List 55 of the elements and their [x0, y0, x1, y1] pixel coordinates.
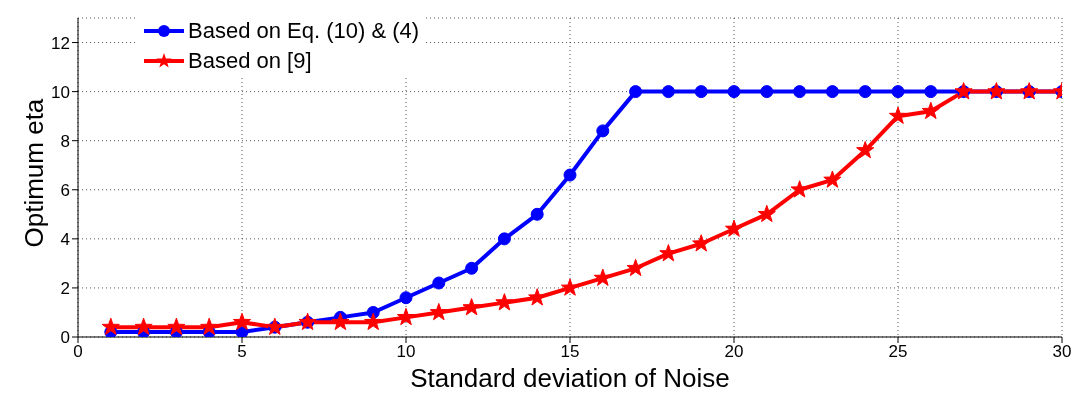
point — [432, 276, 446, 290]
point — [825, 85, 839, 99]
x-tick-label: 10 — [396, 342, 416, 362]
point — [530, 207, 544, 221]
point — [101, 317, 120, 335]
point — [760, 85, 774, 99]
point — [724, 219, 744, 237]
point — [692, 234, 711, 252]
point — [793, 85, 807, 99]
point — [462, 298, 481, 316]
legend-label: Based on Eq. (10) & (4) — [188, 18, 420, 44]
point — [891, 85, 905, 99]
point — [497, 232, 511, 246]
point — [429, 302, 448, 321]
x-tick-label: 5 — [237, 342, 247, 362]
point — [694, 85, 708, 99]
legend-label: Based on [9] — [188, 48, 312, 74]
x-tick-label: 20 — [724, 342, 744, 362]
point — [364, 312, 383, 331]
point — [465, 261, 479, 275]
point — [396, 307, 416, 326]
point — [823, 170, 842, 188]
point — [399, 291, 413, 305]
x-tick-label: 0 — [73, 342, 83, 362]
point — [626, 258, 645, 277]
y-tick-label: 6 — [60, 180, 70, 200]
point — [888, 106, 908, 124]
y-tick-label: 8 — [60, 131, 70, 151]
point — [661, 85, 675, 99]
point — [921, 101, 940, 120]
point — [167, 317, 186, 335]
y-tick-label: 4 — [60, 229, 70, 249]
point — [593, 268, 612, 286]
x-tick-label: 30 — [1052, 342, 1072, 362]
point — [134, 317, 153, 335]
y-axis-title: Optimum eta — [19, 98, 50, 248]
y-tick-label: 2 — [60, 278, 70, 298]
point — [924, 85, 938, 99]
point — [331, 312, 350, 331]
point — [563, 168, 577, 182]
point — [856, 141, 875, 159]
point — [596, 124, 610, 138]
point — [629, 85, 643, 99]
point — [232, 312, 252, 331]
x-tick-label: 15 — [560, 342, 580, 362]
point — [757, 204, 776, 223]
x-axis-title: Standard deviation of Noise — [410, 363, 730, 394]
y-tick-label: 0 — [60, 328, 70, 348]
point — [200, 317, 219, 335]
point — [858, 85, 872, 99]
y-tick-label: 12 — [51, 33, 70, 53]
y-tick-label: 10 — [51, 82, 70, 102]
point — [727, 85, 741, 99]
point — [495, 293, 514, 311]
x-tick-label: 25 — [888, 342, 908, 362]
